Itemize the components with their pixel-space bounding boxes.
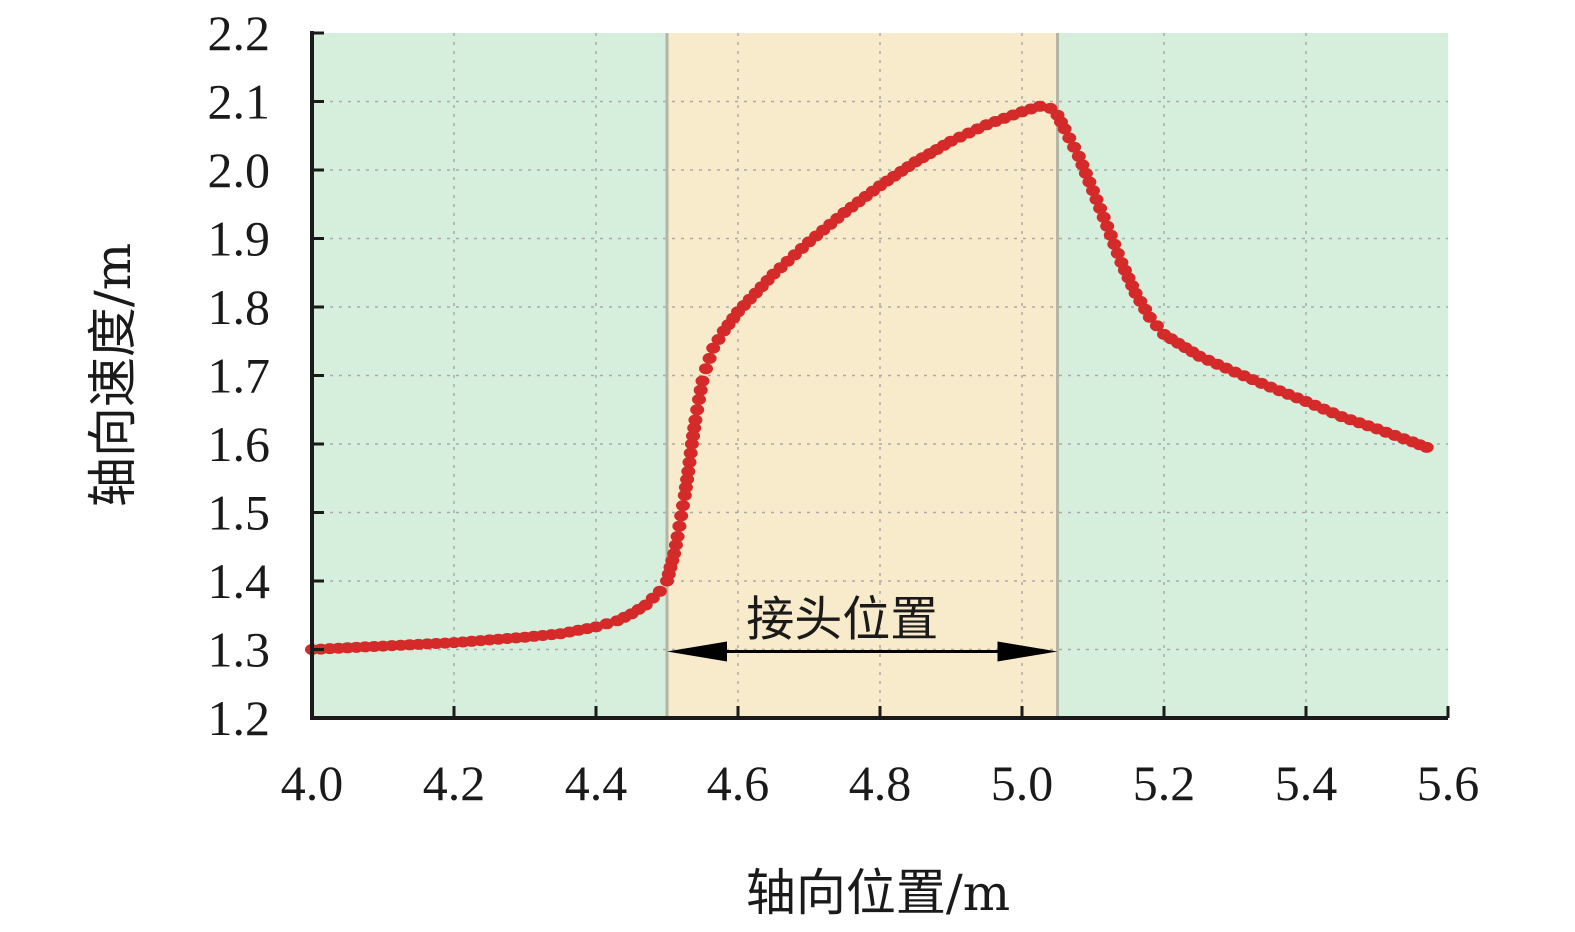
x-tick-label-2: 4.4 <box>565 755 628 811</box>
data-point-0-57 <box>684 438 699 450</box>
data-point-0-131 <box>1110 247 1125 259</box>
grid-lines <box>312 33 1448 718</box>
y-tick-label-6: 1.8 <box>208 279 271 335</box>
data-point-0-46 <box>668 539 683 551</box>
data-point-0-123 <box>1082 176 1097 188</box>
data-point-0-140 <box>1149 320 1164 332</box>
data-point-0-127 <box>1096 211 1111 223</box>
data-point-0-128 <box>1100 220 1115 232</box>
data-point-0-118 <box>1062 132 1077 144</box>
x-tick-label-1: 4.2 <box>423 755 486 811</box>
annotation-arrowhead-right <box>997 641 1058 662</box>
y-tick-label-10: 2.2 <box>208 5 271 61</box>
joint-position-annotation: 接头位置 <box>667 592 1058 662</box>
data-point-0-172 <box>1419 441 1434 453</box>
x-tick-labels: 4.0 4.2 4.4 4.6 4.8 5.0 5.2 5.4 5.6 <box>281 755 1480 811</box>
data-point-0-33 <box>599 618 614 630</box>
data-point-0-53 <box>680 473 695 485</box>
data-point-0-62 <box>692 394 706 405</box>
data-point-0-113 <box>1032 100 1047 112</box>
data-point-0-48 <box>672 520 687 532</box>
annotation-arrowhead-left <box>667 641 727 662</box>
data-point-0-32 <box>589 621 603 633</box>
region-0 <box>312 33 667 718</box>
data-point-0-55 <box>682 456 697 468</box>
data-point-0-121 <box>1075 159 1090 171</box>
data-point-0-58 <box>686 430 700 442</box>
data-point-0-50 <box>676 500 690 512</box>
y-tick-label-3: 1.5 <box>208 485 271 541</box>
data-point-0-120 <box>1071 150 1086 162</box>
data-point-0-122 <box>1078 167 1093 179</box>
axes <box>310 31 1450 720</box>
data-point-0-60 <box>688 414 703 426</box>
x-tick-label-4: 4.8 <box>849 755 912 811</box>
data-point-0-51 <box>677 489 692 501</box>
data-point-0-49 <box>674 510 689 522</box>
data-point-0-65 <box>699 363 713 375</box>
x-axis-title: 轴向位置/m <box>746 864 1010 922</box>
data-point-0-125 <box>1089 194 1104 205</box>
data-point-0-56 <box>683 447 698 459</box>
data-point-0-117 <box>1057 123 1072 135</box>
y-tick-label-8: 2.0 <box>208 142 271 198</box>
x-tick-label-7: 5.4 <box>1275 755 1338 811</box>
data-point-0-67 <box>706 342 721 354</box>
data-point-0-119 <box>1067 141 1082 153</box>
y-tick-label-4: 1.6 <box>208 416 271 472</box>
data-point-0-130 <box>1107 238 1122 250</box>
data-point-0-59 <box>687 422 702 434</box>
data-point-0-45 <box>667 548 682 560</box>
data-point-0-40 <box>652 585 667 597</box>
data-point-0-66 <box>702 352 717 364</box>
data-point-0-52 <box>678 481 693 493</box>
x-tick-label-8: 5.6 <box>1417 755 1480 811</box>
y-axis-title: 轴向速度/m <box>84 243 142 507</box>
data-point-0-126 <box>1093 202 1108 214</box>
data-point-0-139 <box>1142 311 1157 323</box>
x-tick-label-3: 4.6 <box>707 755 770 811</box>
x-tick-label-0: 4.0 <box>281 755 344 811</box>
y-tick-labels: 1.2 1.3 1.4 1.5 1.6 1.7 1.8 1.9 2.0 2.1 2.2 <box>208 5 271 746</box>
y-tick-label-2: 1.4 <box>208 553 271 609</box>
data-point-0-129 <box>1103 229 1118 241</box>
x-tick-label-6: 5.2 <box>1133 755 1196 811</box>
data-point-0-47 <box>670 531 685 542</box>
data-point-0-61 <box>690 404 705 416</box>
y-tick-label-9: 2.1 <box>208 74 271 130</box>
data-point-0-63 <box>693 384 708 396</box>
data-points <box>305 100 1434 655</box>
data-point-0-68 <box>711 334 726 345</box>
y-tick-label-7: 1.9 <box>208 211 271 267</box>
annotation-label: 接头位置 <box>746 592 938 648</box>
region-dividers <box>665 33 1059 718</box>
data-point-0-124 <box>1086 185 1100 197</box>
y-tick-label-5: 1.7 <box>208 348 271 404</box>
y-tick-label-0: 1.2 <box>208 690 271 746</box>
data-point-0-54 <box>681 465 696 477</box>
x-tick-label-5: 5.0 <box>991 755 1054 811</box>
data-point-0-64 <box>695 375 710 387</box>
y-tick-label-1: 1.3 <box>208 622 271 678</box>
